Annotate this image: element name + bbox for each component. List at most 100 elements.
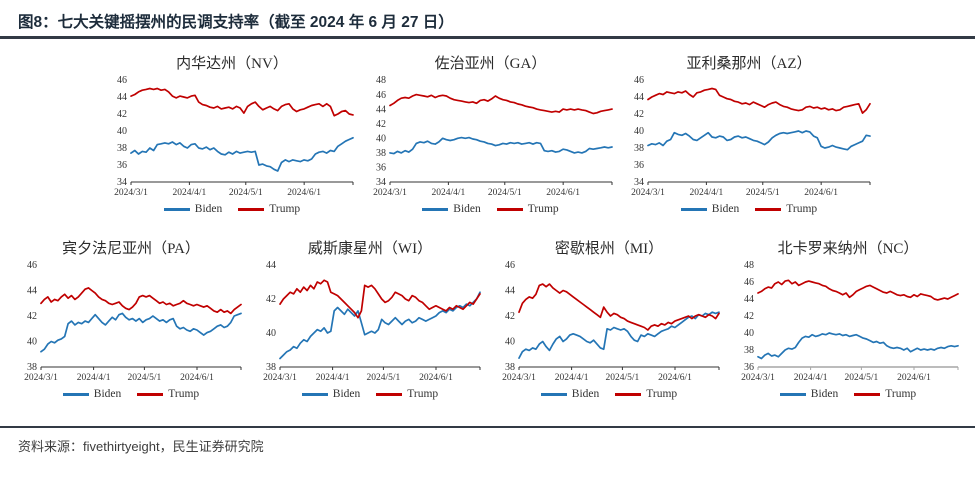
biden-line [40,312,242,353]
x-axis-tick-label: 2024/5/1 [367,373,401,383]
y-axis-tick-label: 42 [634,109,644,120]
y-axis-tick-label: 44 [744,294,754,305]
legend-label: Biden [332,388,361,400]
chart-panel-wi: 威斯康星州（WI） 38 40 42 44 2024/3/1 2024/4/1 2024/5/… [253,239,487,400]
x-axis-tick-label: 2024/5/1 [845,373,879,383]
x-axis-tick-label: 2024/4/1 [555,373,589,383]
legend-line-swatch [422,207,449,211]
x-axis-tick-label: 2024/6/1 [180,373,214,383]
legend-label: Trump [168,388,200,400]
y-axis-tick-label: 40 [634,126,644,137]
polling-chart-WI: 38 40 42 44 2024/3/1 2024/4/1 2024/5/1 2024/6/1 [263,260,481,383]
y-axis-tick-label: 42 [27,311,37,322]
trump-line [518,283,720,331]
figure-title: 图8：七大关键摇摆州的民调支持率（截至 2024 年 6 月 27 日） [18,14,454,31]
legend-label: Biden [571,388,600,400]
biden-line [647,130,871,151]
legend-item-trump: Trump [854,388,916,400]
chart-title: 亚利桑那州（AZ） [686,56,812,72]
chart-title: 内华达州（NV） [176,56,288,72]
x-axis-tick-label: 2024/5/1 [746,188,780,198]
legend-item-trump: Trump [238,203,300,215]
chart-legend: Biden Trump [301,388,439,400]
y-axis-tick-label: 36 [744,362,754,373]
chart-panel-az: 亚利桑那州（AZ） 34 36 38 40 42 44 46 2024/3/1 2024/4/1 2… [621,54,877,215]
x-axis-tick-label: 2024/5/1 [229,188,263,198]
chart-row-bottom: 宾夕法尼亚州（PA） 38 40 42 44 46 2024/3/1 2024/4/1 2024… [14,239,965,400]
y-axis-tick-label: 42 [117,109,127,120]
x-axis-tick-label: 2024/3/1 [114,188,148,198]
trump-line [647,87,871,114]
legend-line-swatch [62,392,89,396]
legend-line-swatch [854,392,881,396]
biden-line [757,332,959,360]
y-axis-tick-label: 42 [376,119,386,130]
legend-label: Trump [407,388,439,400]
biden-line [279,291,481,360]
chart-legend: Biden Trump [779,388,916,400]
y-axis-tick-label: 46 [27,260,37,271]
y-axis-tick-label: 48 [744,260,754,271]
trump-line [130,87,354,117]
y-axis-tick-label: 42 [505,311,515,322]
y-axis-tick-label: 38 [117,143,127,154]
chart-legend: Biden Trump [680,203,817,215]
legend-item-biden: Biden [680,203,739,215]
polling-chart-MI: 38 40 42 44 46 2024/3/1 2024/4/1 2024/5/1 2024/6… [502,260,720,383]
x-axis-tick-label: 2024/6/1 [658,373,692,383]
y-axis-tick-label: 38 [634,143,644,154]
y-axis-tick-label: 36 [376,163,386,174]
y-axis-tick-label: 48 [376,75,386,86]
y-axis-tick-label: 40 [117,126,127,137]
y-axis-tick-label: 46 [505,260,515,271]
legend-label: Trump [646,388,678,400]
biden-line [388,136,613,155]
x-axis-tick-label: 2024/3/1 [373,188,407,198]
x-axis-tick-label: 2024/3/1 [631,188,665,198]
header-divider [0,36,975,39]
x-axis-tick-label: 2024/3/1 [741,373,775,383]
y-axis-tick-label: 44 [117,92,127,103]
biden-line [130,136,354,172]
y-axis-tick-label: 46 [376,90,386,101]
chart-legend: Biden Trump [62,388,199,400]
source-note: 资料来源：fivethirtyeight，民生证券研究院 [18,439,264,454]
y-axis-tick-label: 38 [744,345,754,356]
chart-panel-nc: 北卡罗来纳州（NC） 36 38 40 42 44 46 48 2024/3/1 2024/4/1… [731,239,965,400]
legend-label: Biden [194,203,223,215]
y-axis-tick-label: 44 [266,260,276,271]
legend-item-trump: Trump [755,203,817,215]
chart-panel-pa: 宾夕法尼亚州（PA） 38 40 42 44 46 2024/3/1 2024/4/1 2024… [14,239,248,400]
x-axis-tick-label: 2024/4/1 [172,188,206,198]
y-axis-tick-label: 40 [744,328,754,339]
y-axis-tick-label: 34 [117,177,127,188]
chart-legend: Biden Trump [422,203,559,215]
y-axis-tick-label: 36 [634,160,644,171]
legend-label: Biden [93,388,122,400]
legend-item-trump: Trump [137,388,199,400]
legend-item-biden: Biden [301,388,361,400]
chart-title: 威斯康星州（WI） [307,241,433,257]
y-axis-tick-label: 40 [376,133,386,144]
legend-line-swatch [301,392,328,396]
polling-chart-PA: 38 40 42 44 46 2024/3/1 2024/4/1 2024/5/1 2024/6… [24,260,242,383]
x-axis-tick-label: 2024/3/1 [263,373,297,383]
y-axis-tick-label: 44 [634,92,644,103]
x-axis-tick-label: 2024/4/1 [794,373,828,383]
y-axis-tick-label: 34 [376,177,386,188]
trump-line [388,93,613,115]
chart-title: 密歇根州（MI） [554,241,664,257]
legend-item-biden: Biden [422,203,481,215]
legend-item-trump: Trump [615,388,677,400]
legend-item-biden: Biden [779,388,838,400]
y-axis-tick-label: 40 [505,337,515,348]
y-axis-tick-label: 34 [634,177,644,188]
legend-item-biden: Biden [62,388,122,400]
legend-label: Trump [885,388,917,400]
legend-line-swatch [376,392,403,396]
polling-chart-NV: 34 36 38 40 42 44 46 2024/3/1 2024/4/1 2024/5/1 20… [114,75,354,198]
y-axis-tick-label: 42 [266,294,276,305]
x-axis-tick-label: 2024/6/1 [897,373,931,383]
legend-line-swatch [615,392,642,396]
chart-panel-mi: 密歇根州（MI） 38 40 42 44 46 2024/3/1 2024/4/1 2024/5… [492,239,726,400]
